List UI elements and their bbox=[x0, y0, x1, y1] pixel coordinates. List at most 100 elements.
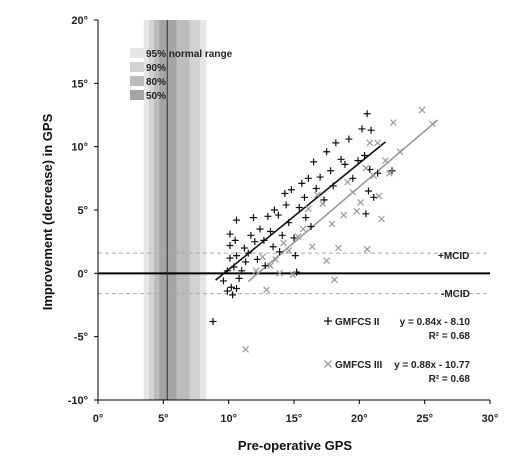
x-tick-label: 5° bbox=[158, 413, 169, 425]
point-s1-5 bbox=[272, 255, 280, 263]
point-s0-27 bbox=[266, 228, 274, 236]
point-s0-12 bbox=[242, 258, 250, 266]
y-tick-label: 15° bbox=[71, 78, 88, 90]
point-s0-50 bbox=[323, 148, 331, 156]
point-s1-2 bbox=[259, 253, 267, 261]
point-s0-43 bbox=[302, 214, 310, 222]
point-s1-3 bbox=[263, 286, 270, 294]
point-s1-9 bbox=[289, 271, 297, 279]
band-legend-swatch-0 bbox=[130, 48, 144, 58]
point-s1-18 bbox=[331, 276, 338, 284]
y-axis-title: Improvement (decrease) in GPS bbox=[40, 113, 55, 310]
point-s0-48 bbox=[316, 173, 324, 181]
point-s1-12 bbox=[304, 205, 312, 213]
x-tick-label: 0° bbox=[93, 413, 104, 425]
x-tick-label: 30° bbox=[482, 413, 499, 425]
point-s1-32 bbox=[385, 169, 393, 177]
point-s1-17 bbox=[328, 220, 336, 228]
y-tick-label: 0° bbox=[77, 268, 88, 280]
series-legend-name: GMFCS II bbox=[335, 317, 380, 328]
point-s0-33 bbox=[281, 190, 289, 198]
mcid-lines bbox=[98, 252, 490, 295]
x-tick-label: 15° bbox=[286, 413, 303, 425]
point-s1-37 bbox=[374, 139, 382, 147]
point-s0-22 bbox=[256, 225, 264, 233]
point-s0-46 bbox=[310, 158, 318, 166]
band-legend-label: 50% bbox=[146, 91, 166, 102]
point-s0-45 bbox=[307, 222, 315, 230]
point-s0-1 bbox=[219, 277, 227, 285]
series-legend-marker-1 bbox=[324, 360, 332, 368]
point-s0-30 bbox=[274, 211, 282, 219]
point-s1-13 bbox=[308, 243, 316, 251]
series-legend: GMFCS II y = 0.84x - 8.10 R² = 0.68 GMFCS I… bbox=[324, 317, 470, 385]
point-s0-51 bbox=[327, 167, 335, 175]
point-s0-24 bbox=[261, 262, 269, 270]
point-s1-0 bbox=[242, 345, 250, 353]
point-s0-10 bbox=[233, 252, 241, 260]
point-s0-54 bbox=[337, 155, 345, 163]
point-s0-62 bbox=[367, 126, 375, 134]
y-tick-label: -5° bbox=[74, 332, 88, 344]
point-s1-21 bbox=[344, 178, 351, 186]
point-s1-20 bbox=[340, 211, 348, 219]
point-s1-4 bbox=[267, 262, 274, 270]
point-s1-15 bbox=[319, 200, 327, 208]
point-s0-68 bbox=[362, 210, 370, 218]
point-s1-14 bbox=[314, 191, 321, 199]
point-s1-23 bbox=[353, 207, 361, 215]
point-s0-64 bbox=[364, 187, 372, 195]
point-s0-9 bbox=[226, 254, 234, 262]
point-s1-7 bbox=[280, 239, 287, 247]
point-s1-22 bbox=[349, 188, 357, 196]
point-s0-16 bbox=[233, 216, 241, 224]
point-s1-24 bbox=[357, 198, 365, 206]
point-s0-66 bbox=[374, 169, 382, 177]
point-s0-6 bbox=[235, 274, 243, 282]
mcid-lower-label: -MCID bbox=[441, 289, 470, 300]
point-s0-44 bbox=[304, 174, 312, 182]
point-s1-26 bbox=[366, 139, 374, 147]
point-s0-40 bbox=[295, 203, 303, 211]
point-s0-11 bbox=[238, 267, 246, 275]
point-s0-55 bbox=[341, 160, 349, 168]
point-s0-59 bbox=[358, 125, 366, 133]
point-s0-42 bbox=[300, 193, 308, 201]
series-legend-equation: y = 0.84x - 8.10 bbox=[400, 317, 471, 328]
point-s1-16 bbox=[323, 257, 331, 265]
mcid-upper-label: +MCID bbox=[438, 251, 469, 262]
point-s0-14 bbox=[231, 236, 239, 244]
x-tick-label: 25° bbox=[416, 413, 433, 425]
point-s0-39 bbox=[293, 268, 301, 276]
point-s0-8 bbox=[230, 263, 238, 271]
x-tick-labels: 0° 5° 10° 15° 20° 25° 30° bbox=[93, 400, 499, 425]
point-s0-60 bbox=[361, 152, 369, 160]
point-s1-35 bbox=[418, 106, 426, 114]
fit-line-0 bbox=[215, 141, 386, 281]
point-s0-0 bbox=[209, 317, 217, 325]
point-s0-38 bbox=[291, 252, 299, 260]
point-s0-28 bbox=[269, 243, 277, 251]
point-s1-1 bbox=[252, 267, 260, 275]
point-s1-36 bbox=[429, 120, 436, 128]
point-s1-8 bbox=[285, 247, 293, 254]
series-legend-name: GMFCS III bbox=[335, 360, 382, 371]
point-s0-3 bbox=[227, 283, 235, 291]
y-tick-label: 20° bbox=[71, 15, 88, 27]
point-s1-10 bbox=[294, 233, 302, 241]
point-s0-13 bbox=[226, 241, 234, 249]
point-s0-31 bbox=[276, 248, 284, 256]
point-s1-25 bbox=[362, 164, 370, 172]
point-s0-19 bbox=[247, 231, 255, 239]
point-s0-34 bbox=[282, 201, 290, 209]
point-s0-61 bbox=[363, 110, 371, 118]
normal-range-bands bbox=[143, 20, 207, 400]
point-s0-41 bbox=[298, 179, 306, 187]
band-legend-label: 90% bbox=[146, 63, 166, 74]
y-tick-labels: -10° -5° 0° 5° 10° 15° 20° bbox=[68, 15, 98, 407]
point-s0-58 bbox=[354, 157, 362, 165]
point-s0-26 bbox=[264, 212, 272, 220]
point-s1-28 bbox=[370, 172, 378, 180]
fit-line-1 bbox=[247, 119, 439, 283]
point-s0-53 bbox=[332, 139, 340, 147]
